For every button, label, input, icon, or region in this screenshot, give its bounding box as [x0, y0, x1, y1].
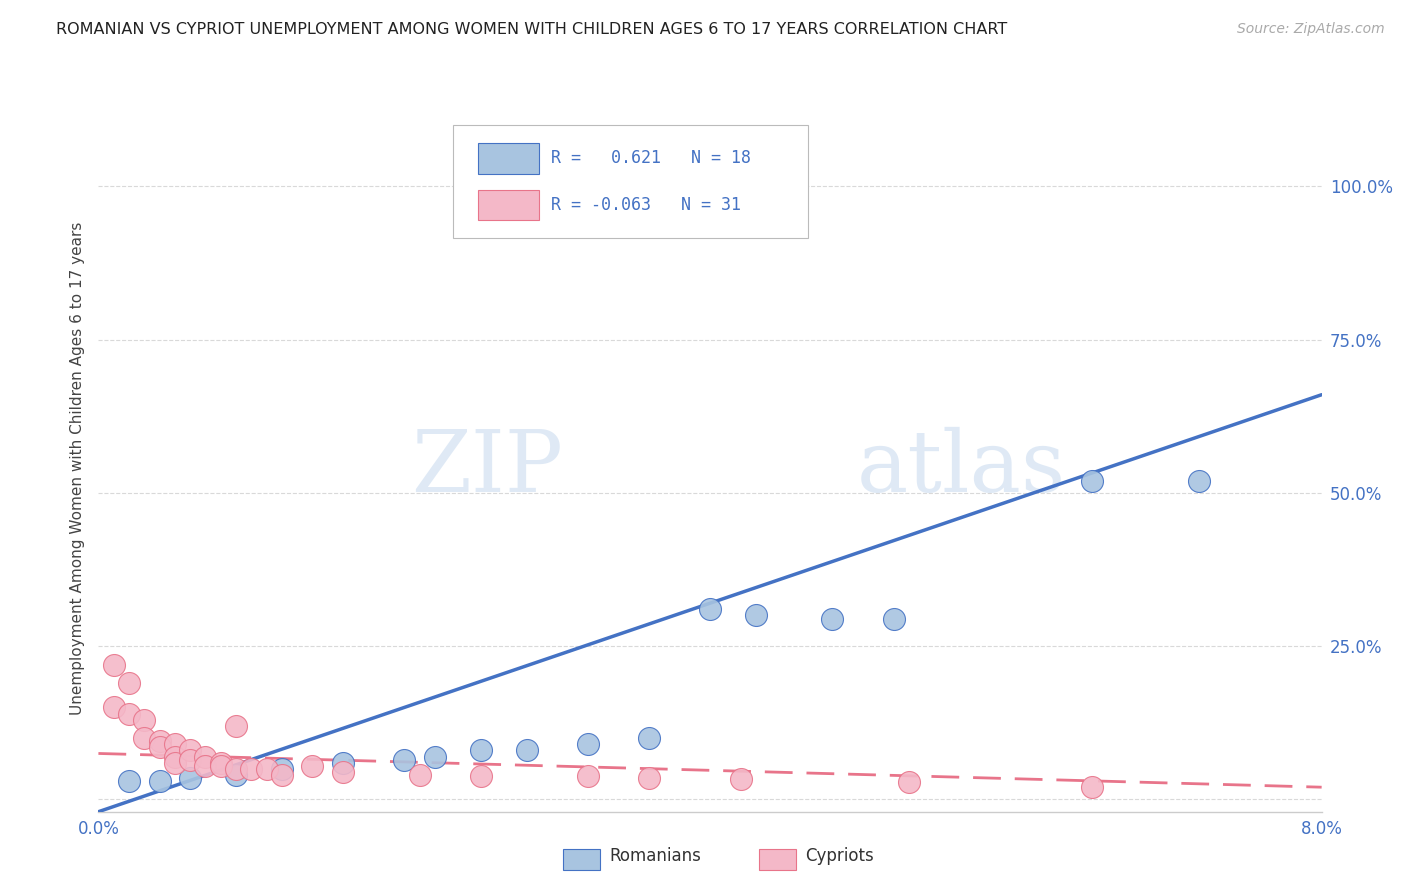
Y-axis label: Unemployment Among Women with Children Ages 6 to 17 years: Unemployment Among Women with Children A… — [69, 221, 84, 715]
Point — [423, 749, 446, 764]
Point — [730, 772, 752, 787]
Bar — [759, 849, 796, 870]
Point — [118, 774, 141, 789]
Point — [576, 737, 599, 751]
Point — [270, 762, 294, 776]
Point — [897, 775, 920, 789]
Point — [225, 762, 247, 776]
Point — [134, 731, 156, 746]
Point — [240, 762, 263, 776]
Bar — [478, 143, 538, 174]
Text: ZIP: ZIP — [412, 426, 564, 510]
Point — [163, 756, 186, 770]
Point — [149, 774, 172, 789]
Point — [332, 764, 354, 779]
Point — [179, 743, 201, 757]
Point — [163, 749, 186, 764]
Text: R =   0.621   N = 18: R = 0.621 N = 18 — [551, 149, 751, 167]
Point — [470, 743, 492, 757]
Point — [163, 737, 186, 751]
Point — [516, 743, 538, 757]
Point — [225, 719, 247, 733]
Point — [118, 676, 141, 690]
Point — [470, 769, 492, 783]
Point — [209, 758, 232, 772]
Point — [1081, 780, 1104, 794]
Point — [225, 768, 247, 782]
Point — [179, 753, 201, 767]
Point — [209, 756, 232, 770]
Point — [270, 768, 294, 782]
Point — [392, 753, 416, 767]
Point — [1081, 474, 1104, 488]
Point — [745, 608, 768, 623]
Point — [1188, 474, 1211, 488]
Point — [118, 706, 141, 721]
Bar — [478, 189, 538, 220]
Point — [637, 731, 661, 746]
Point — [103, 700, 125, 714]
Point — [149, 740, 172, 755]
Point — [134, 713, 156, 727]
Point — [194, 749, 217, 764]
Point — [637, 771, 661, 785]
Point — [332, 756, 354, 770]
Text: Romanians: Romanians — [610, 847, 702, 865]
Text: atlas: atlas — [856, 426, 1066, 510]
FancyBboxPatch shape — [453, 125, 808, 238]
Text: Cypriots: Cypriots — [806, 847, 875, 865]
Point — [149, 734, 172, 748]
Point — [408, 768, 430, 782]
Text: ROMANIAN VS CYPRIOT UNEMPLOYMENT AMONG WOMEN WITH CHILDREN AGES 6 TO 17 YEARS CO: ROMANIAN VS CYPRIOT UNEMPLOYMENT AMONG W… — [56, 22, 1008, 37]
Point — [883, 611, 905, 625]
Bar — [564, 849, 600, 870]
Point — [103, 657, 125, 672]
Point — [699, 602, 721, 616]
Text: R = -0.063   N = 31: R = -0.063 N = 31 — [551, 196, 741, 214]
Point — [301, 758, 323, 772]
Point — [576, 769, 599, 783]
Point — [256, 762, 278, 776]
Point — [821, 611, 844, 625]
Text: Source: ZipAtlas.com: Source: ZipAtlas.com — [1237, 22, 1385, 37]
Point — [194, 758, 217, 772]
Point — [179, 771, 201, 785]
